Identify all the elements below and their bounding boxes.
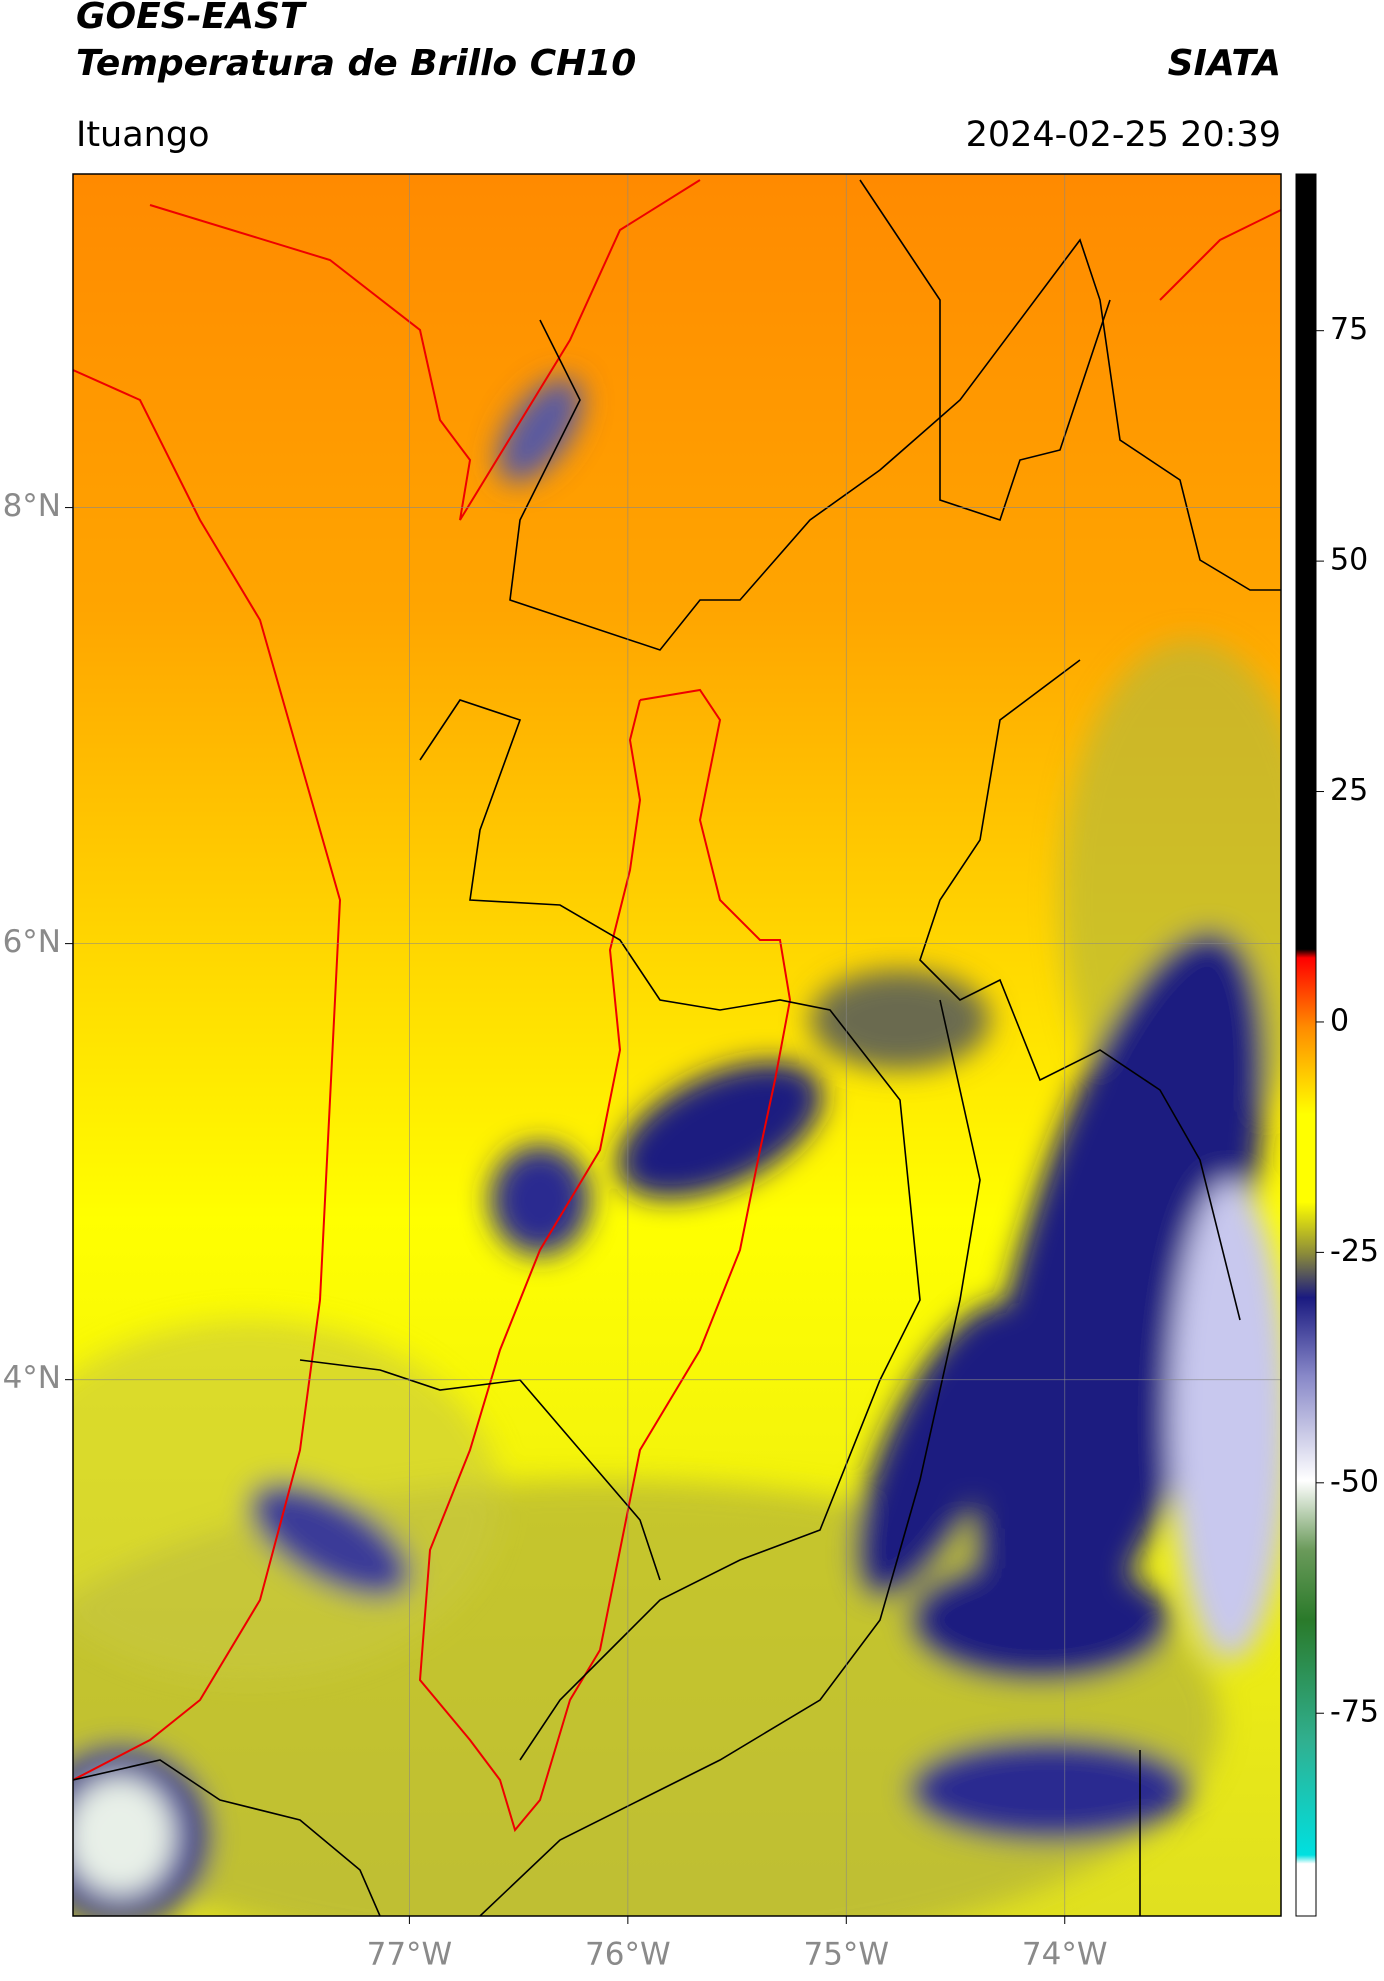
x-tick-label: 76°W [585, 1937, 671, 1973]
colorbar-tick-label: -25 [1330, 1234, 1379, 1269]
grid [73, 174, 1281, 1916]
source: SIATA [1168, 43, 1281, 84]
satellite-image [73, 174, 1281, 1916]
colorbar-tick-label: 0 [1330, 1003, 1349, 1038]
map-frame [72, 173, 1282, 1917]
y-tick-label: 8°N [3, 488, 61, 524]
x-tick-label: 75°W [803, 1937, 889, 1973]
colorbar-tick-label: 75 [1330, 312, 1368, 347]
location: Ituango [76, 115, 210, 155]
colorbar-tick-label: -75 [1330, 1695, 1379, 1730]
subtitle: Temperatura de Brillo CH10 [76, 43, 636, 84]
timestamp: 2024-02-25 20:39 [966, 115, 1281, 155]
y-tick-label: 6°N [3, 924, 61, 960]
colorbar-tick-label: 25 [1330, 773, 1368, 808]
x-tick-label: 77°W [367, 1937, 453, 1973]
colorbar-tick-label: 50 [1330, 543, 1368, 578]
title: GOES-EAST [76, 0, 307, 37]
x-tick-label: 74°W [1022, 1937, 1108, 1973]
colorbar [1295, 173, 1317, 1917]
colorbar-tick-label: -50 [1330, 1464, 1379, 1499]
y-tick-label: 4°N [3, 1360, 61, 1396]
